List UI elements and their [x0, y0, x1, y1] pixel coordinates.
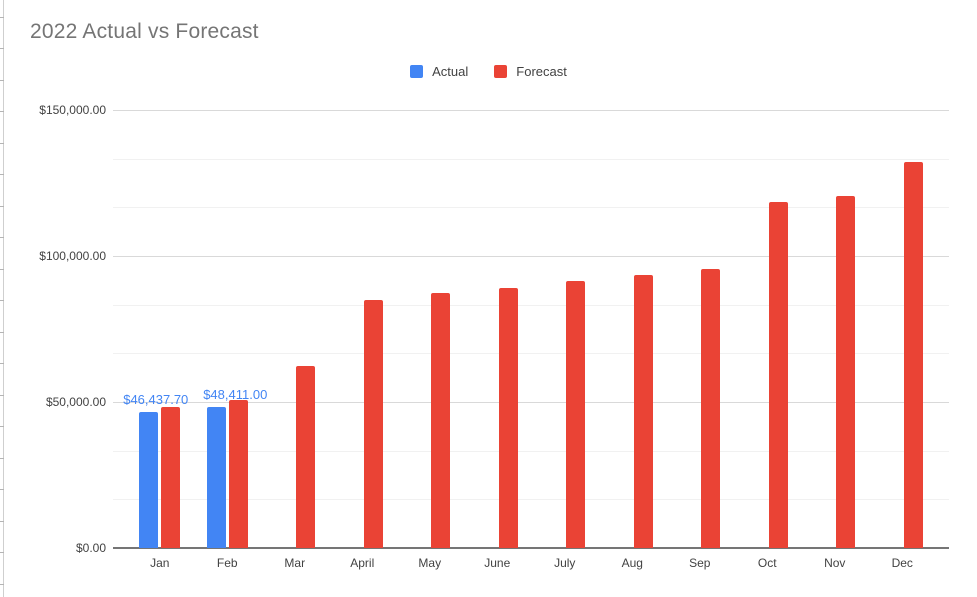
- spreadsheet-row-tick: [0, 142, 4, 144]
- spreadsheet-row-tick: [0, 331, 4, 333]
- y-axis-tick-label: $150,000.00: [39, 103, 106, 117]
- x-axis-label-nov: Nov: [824, 556, 846, 570]
- x-axis-label-jan: Jan: [150, 556, 170, 570]
- gridline-minor: [113, 353, 949, 355]
- gridline-minor: [113, 158, 949, 160]
- bar-forecast-june[interactable]: [498, 288, 518, 548]
- bar-forecast-sep[interactable]: [701, 269, 721, 548]
- bar-forecast-dec[interactable]: [903, 161, 923, 548]
- spreadsheet-row-tick: [0, 457, 4, 459]
- x-axis-label-feb: Feb: [216, 556, 238, 570]
- bar-forecast-nov[interactable]: [836, 195, 856, 548]
- x-axis-label-dec: Dec: [891, 556, 913, 570]
- x-axis-label-oct: Oct: [757, 556, 777, 570]
- spreadsheet-edge-line: [3, 0, 4, 597]
- spreadsheet-row-tick: [0, 394, 4, 396]
- spreadsheet-row-tick: [0, 48, 4, 50]
- legend: Actual Forecast: [0, 64, 977, 79]
- x-axis-label-mar: Mar: [284, 556, 306, 570]
- gridline-minor: [113, 207, 949, 209]
- spreadsheet-row-tick: [0, 268, 4, 270]
- legend-color-swatch: [494, 65, 508, 78]
- bar-forecast-feb[interactable]: [228, 399, 248, 548]
- spreadsheet-row-tick: [0, 205, 4, 207]
- x-axis-label-june: June: [484, 556, 511, 570]
- gridline-minor: [113, 304, 949, 306]
- spreadsheet-row-tick: [0, 583, 4, 585]
- legend-item-label: Forecast: [516, 64, 567, 79]
- y-axis-tick-label: $100,000.00: [39, 249, 106, 263]
- chart-title[interactable]: 2022 Actual vs Forecast: [30, 20, 259, 43]
- bar-value-label: $46,437.70: [123, 392, 189, 408]
- spreadsheet-row-tick: [0, 174, 4, 176]
- y-axis-tick-label: $0.00: [75, 541, 106, 555]
- x-axis-baseline: [113, 547, 949, 549]
- legend-item-actual[interactable]: Actual: [410, 64, 468, 79]
- bar-forecast-mar[interactable]: [296, 366, 316, 548]
- spreadsheet-row-tick: [0, 16, 4, 18]
- x-axis-label-aug: Aug: [621, 556, 643, 570]
- y-axis-tick-label: $50,000.00: [45, 395, 106, 409]
- bar-forecast-oct[interactable]: [768, 201, 788, 548]
- x-axis-label-april: April: [350, 556, 375, 570]
- bar-actual-feb[interactable]: [206, 406, 226, 548]
- x-axis-label-july: July: [554, 556, 576, 570]
- spreadsheet-row-tick: [0, 300, 4, 302]
- bar-actual-jan[interactable]: [139, 412, 159, 548]
- bar-value-label: $48,411.00: [203, 386, 268, 402]
- gridline-major: [113, 402, 949, 403]
- spreadsheet-row-tick: [0, 237, 4, 239]
- legend-item-label: Actual: [432, 64, 469, 79]
- spreadsheet-row-tick: [0, 552, 4, 554]
- x-axis-label-sep: Sep: [689, 556, 711, 570]
- spreadsheet-row-tick: [0, 520, 4, 522]
- spreadsheet-row-tick: [0, 489, 4, 491]
- bar-forecast-may[interactable]: [431, 292, 451, 548]
- gridline-minor: [113, 450, 949, 452]
- legend-color-swatch: [410, 65, 424, 78]
- bar-forecast-jan[interactable]: [161, 407, 181, 548]
- spreadsheet-row-tick: [0, 111, 4, 113]
- gridline-major: [113, 256, 949, 257]
- bar-forecast-april[interactable]: [363, 299, 383, 548]
- spreadsheet-row-tick: [0, 363, 4, 365]
- gridline-major: [113, 110, 949, 111]
- spreadsheet-row-tick: [0, 426, 4, 428]
- x-axis-label-may: May: [418, 556, 442, 570]
- bar-forecast-july[interactable]: [566, 281, 586, 548]
- bar-forecast-aug[interactable]: [633, 275, 653, 548]
- legend-item-forecast[interactable]: Forecast: [494, 64, 567, 79]
- spreadsheet-row-tick: [0, 79, 4, 81]
- gridline-minor: [113, 499, 949, 501]
